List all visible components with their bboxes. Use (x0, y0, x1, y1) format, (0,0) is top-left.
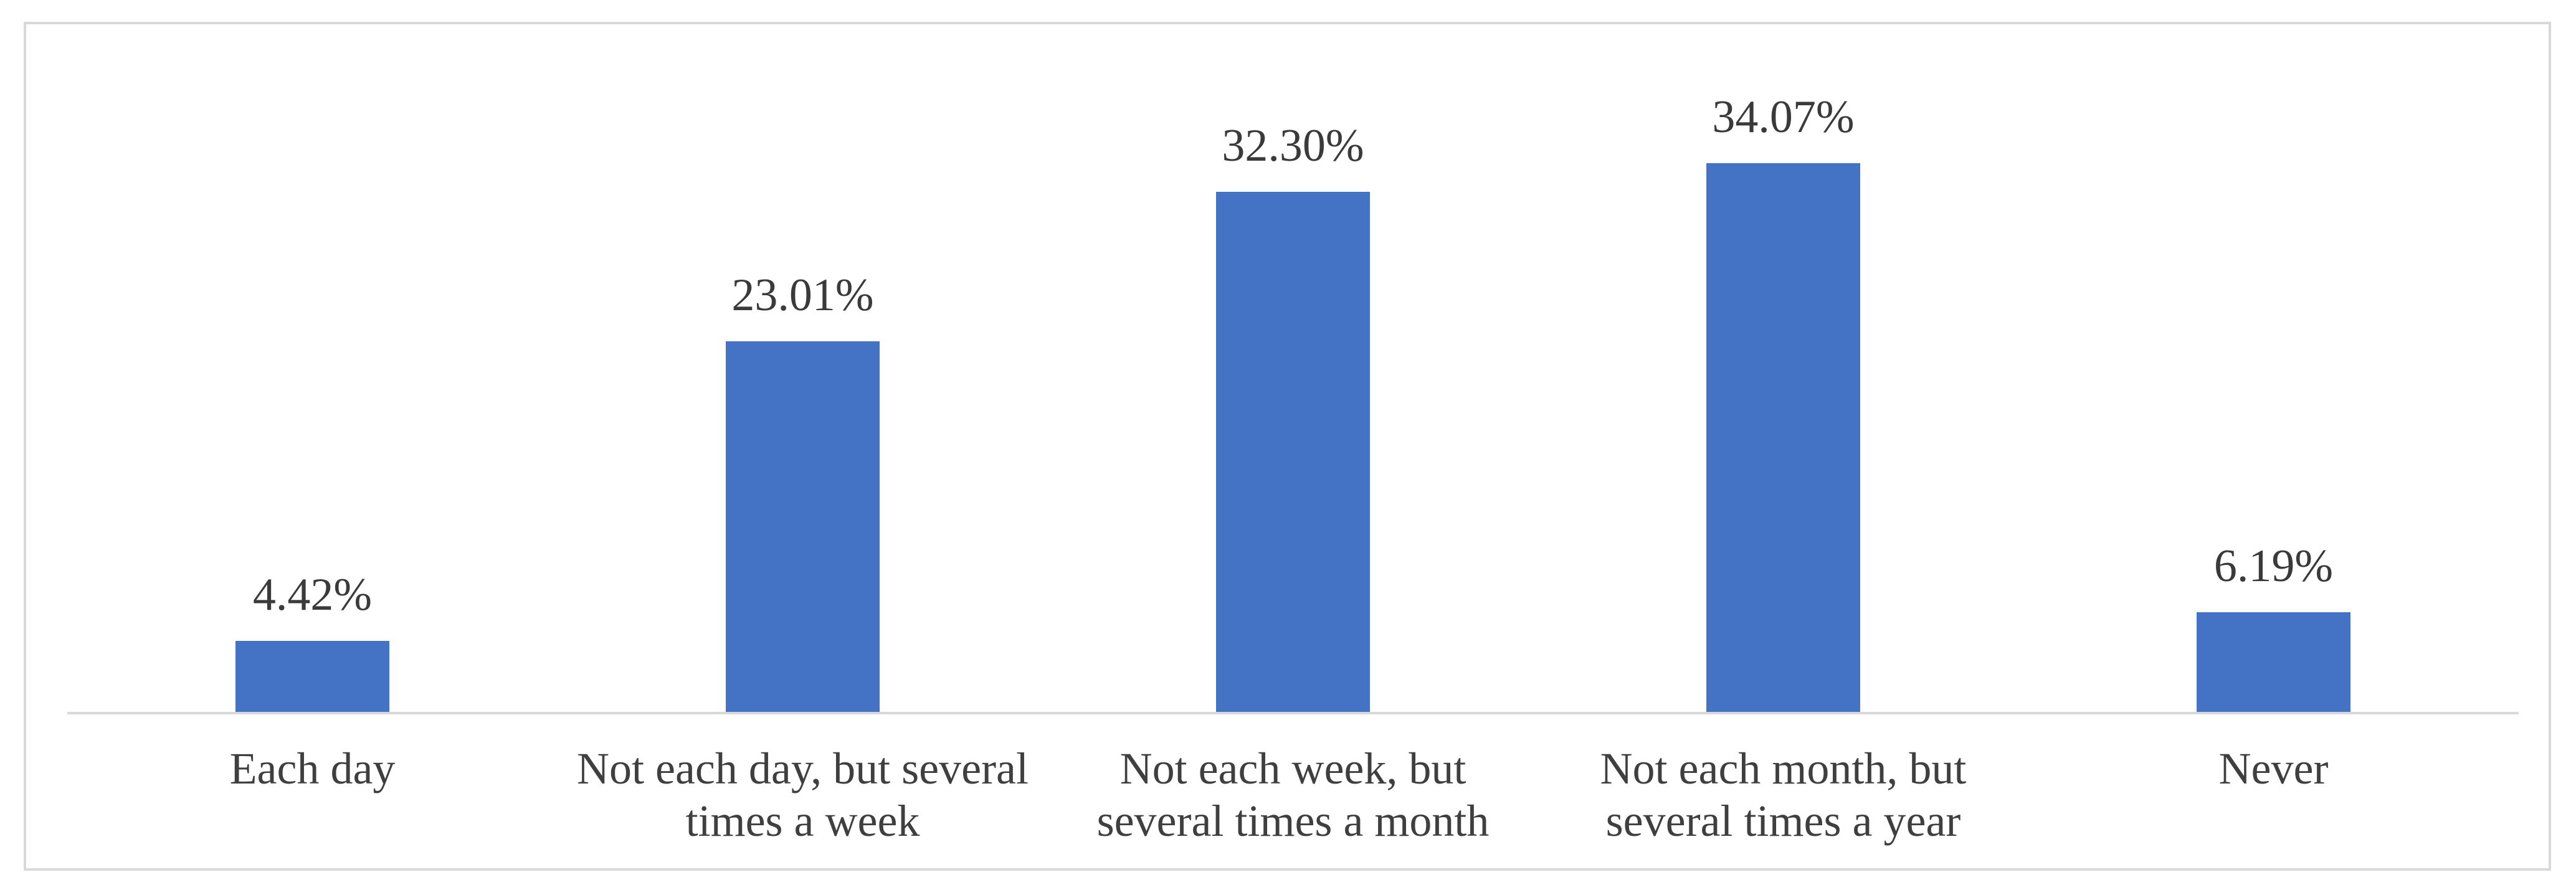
data-label: 32.30% (1222, 120, 1364, 171)
bar (726, 341, 880, 712)
bar (235, 641, 389, 712)
chart-frame: 4.42% 23.01% 32.30% 34.07% 6.19% Each da… (24, 22, 2551, 871)
data-label: 34.07% (1712, 92, 1855, 143)
category-label: Each day (229, 744, 396, 793)
data-label: 4.42% (252, 569, 373, 620)
category-label: Not each day, but several times a week (576, 744, 1029, 846)
category-label: Not each month, but several times a year (1600, 744, 1967, 846)
bar-slot: 4.42% (67, 68, 558, 712)
bar (1216, 192, 1370, 712)
bar-slot: 23.01% (558, 68, 1048, 712)
data-label: 6.19% (2213, 541, 2334, 592)
bar (2197, 612, 2350, 712)
category-label: Not each week, but several times a month (1096, 744, 1490, 846)
bar-slot: 32.30% (1048, 68, 1538, 712)
bar-slot: 34.07% (1538, 68, 2028, 712)
bar (1706, 163, 1860, 712)
category-axis-labels: Each day Not each day, but several times… (67, 742, 2519, 847)
plot-area: 4.42% 23.01% 32.30% 34.07% 6.19% (67, 68, 2519, 714)
bar-slot: 6.19% (2028, 68, 2519, 712)
category-label: Never (2218, 744, 2329, 793)
data-label: 23.01% (731, 270, 874, 321)
